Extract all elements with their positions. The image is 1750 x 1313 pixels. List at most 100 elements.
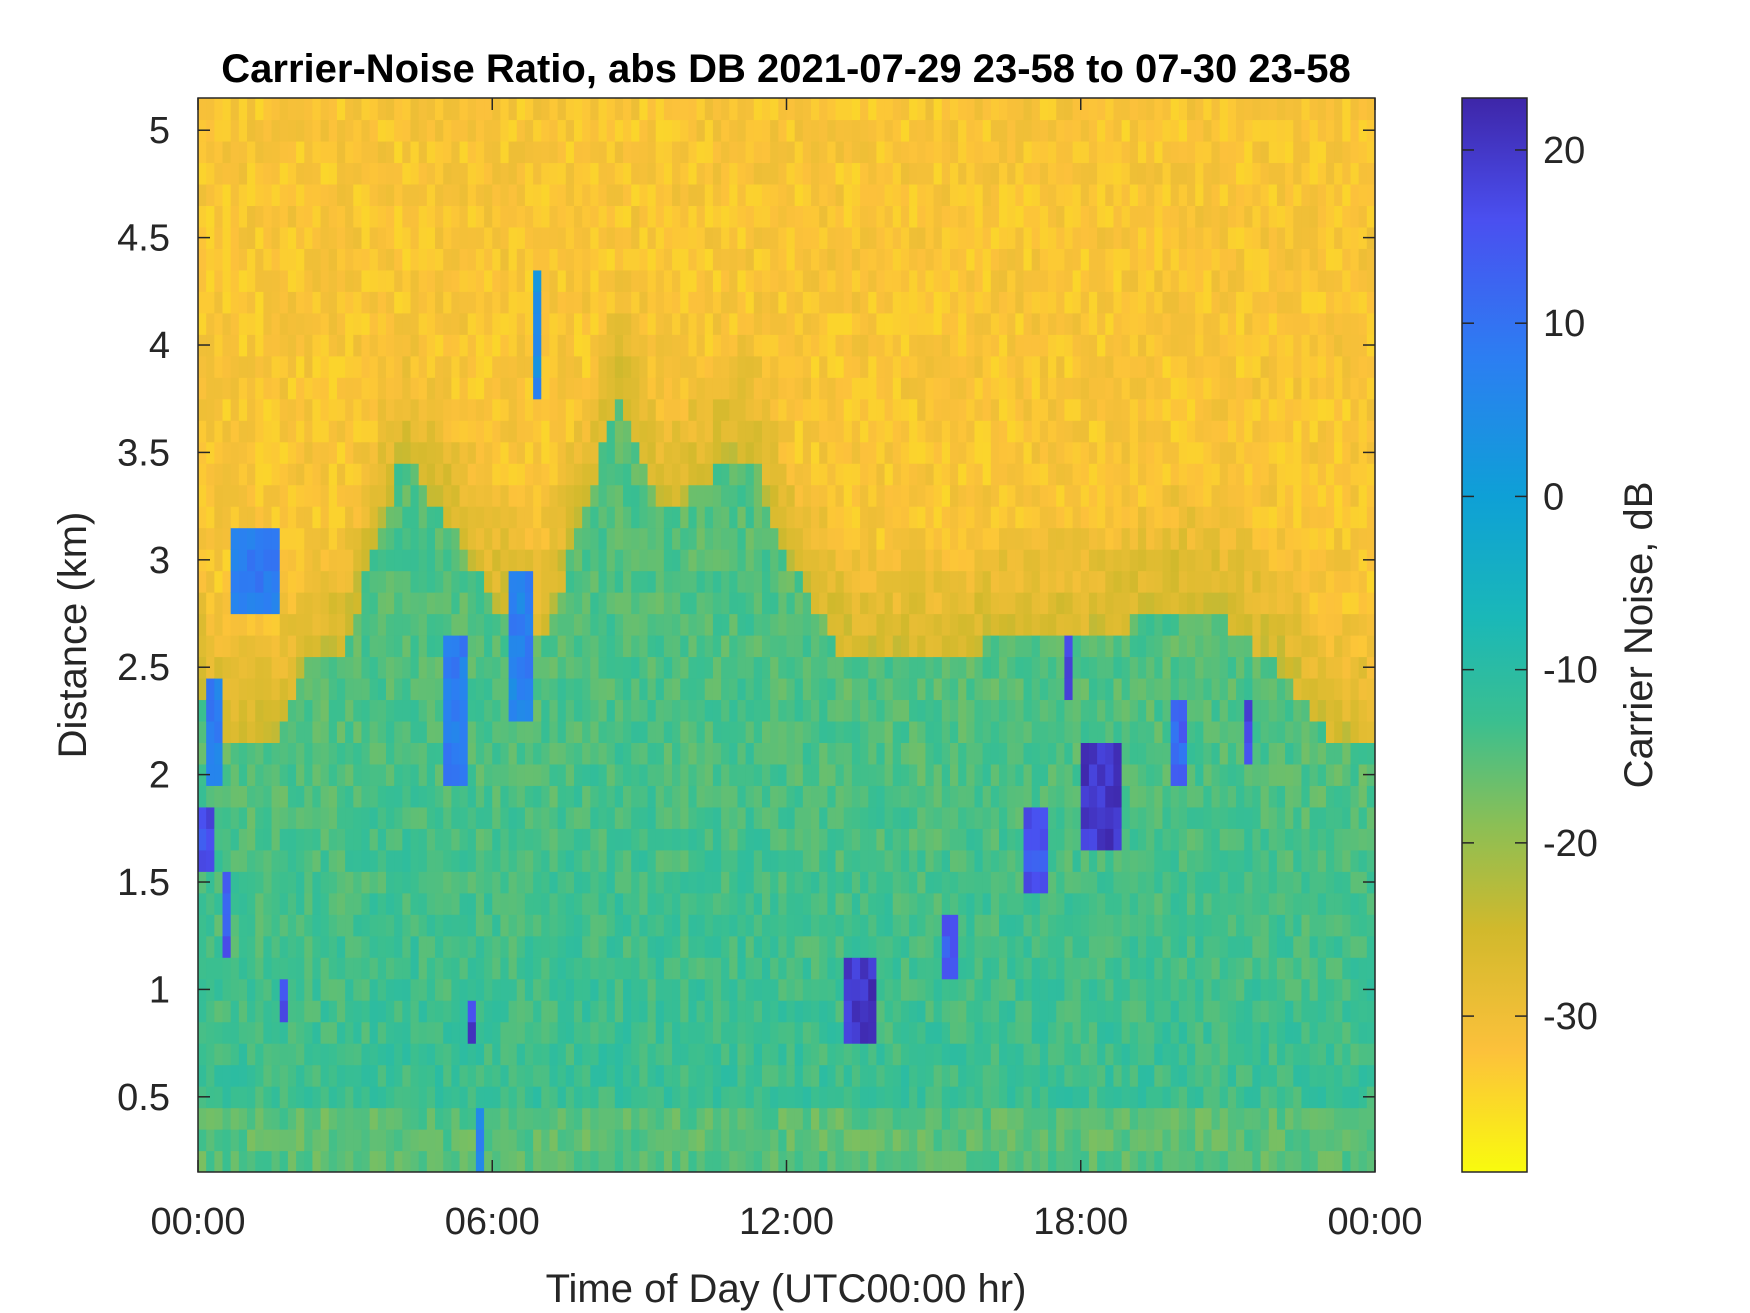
heatmap-cell bbox=[459, 441, 469, 464]
heatmap-cell bbox=[623, 441, 632, 464]
heatmap-cell bbox=[802, 1043, 812, 1066]
heatmap-cell bbox=[336, 720, 346, 743]
heatmap-cell bbox=[271, 248, 281, 271]
heatmap-cell bbox=[917, 828, 927, 851]
heatmap-cell bbox=[336, 140, 346, 164]
heatmap-cell bbox=[900, 570, 910, 593]
heatmap-cell bbox=[590, 162, 600, 185]
heatmap-cell bbox=[467, 806, 477, 829]
heatmap-cell bbox=[500, 441, 510, 464]
heatmap-cell bbox=[206, 441, 215, 464]
heatmap-cell bbox=[336, 935, 346, 958]
heatmap-cell bbox=[557, 312, 567, 335]
heatmap-cell bbox=[974, 742, 984, 765]
heatmap-cell bbox=[255, 183, 264, 206]
heatmap-cell bbox=[484, 98, 493, 121]
heatmap-cell bbox=[909, 334, 918, 357]
heatmap-cell bbox=[860, 484, 869, 507]
heatmap-cell bbox=[958, 957, 967, 980]
heatmap-cell bbox=[402, 570, 412, 593]
heatmap-cell bbox=[933, 1064, 943, 1087]
heatmap-cell bbox=[704, 291, 714, 314]
heatmap-cell bbox=[680, 763, 690, 786]
heatmap-cell bbox=[753, 1043, 763, 1066]
heatmap-cell bbox=[941, 463, 951, 486]
heatmap-cell bbox=[565, 871, 575, 894]
heatmap-cell bbox=[819, 613, 828, 636]
heatmap-cell bbox=[361, 1021, 371, 1044]
heatmap-cell bbox=[516, 463, 526, 486]
heatmap-cell bbox=[819, 420, 828, 443]
heatmap-cell bbox=[892, 226, 902, 249]
heatmap-cell bbox=[704, 420, 714, 443]
heatmap-cell bbox=[312, 248, 322, 271]
heatmap-cell bbox=[443, 441, 452, 464]
heatmap-cell bbox=[778, 549, 788, 572]
heatmap-cell bbox=[410, 785, 420, 808]
heatmap-cell bbox=[459, 1086, 469, 1109]
heatmap-cell bbox=[1007, 226, 1016, 249]
heatmap-cell bbox=[811, 463, 820, 486]
heatmap-cell bbox=[582, 291, 591, 314]
heatmap-cell bbox=[418, 656, 428, 679]
heatmap-cell bbox=[761, 935, 771, 958]
heatmap-cell bbox=[328, 1086, 338, 1109]
heatmap-cell bbox=[868, 849, 878, 872]
heatmap-cell bbox=[271, 570, 281, 593]
heatmap-cell bbox=[745, 656, 755, 679]
heatmap-cell bbox=[639, 656, 649, 679]
heatmap-cell bbox=[663, 463, 673, 486]
heatmap-cell bbox=[631, 291, 640, 314]
heatmap-cell bbox=[516, 1000, 526, 1023]
heatmap-cell bbox=[222, 205, 232, 228]
heatmap-cell bbox=[598, 140, 608, 164]
heatmap-cell bbox=[206, 205, 215, 228]
heatmap-cell bbox=[623, 613, 632, 636]
heatmap-cell bbox=[753, 699, 763, 722]
heatmap-cell bbox=[410, 484, 420, 507]
heatmap-cell bbox=[884, 1107, 894, 1130]
heatmap-cell bbox=[336, 1129, 346, 1152]
heatmap-cell bbox=[533, 162, 542, 185]
heatmap-cell bbox=[541, 269, 551, 292]
heatmap-cell bbox=[418, 291, 428, 314]
heatmap-cell bbox=[917, 312, 927, 335]
heatmap-cell bbox=[394, 441, 403, 464]
heatmap-cell bbox=[582, 1021, 591, 1044]
heatmap-cell bbox=[410, 871, 420, 894]
heatmap-cell bbox=[811, 248, 820, 271]
heatmap-cell bbox=[949, 892, 959, 915]
heatmap-cell bbox=[966, 291, 976, 314]
heatmap-cell bbox=[851, 914, 861, 937]
heatmap-cell bbox=[811, 291, 820, 314]
heatmap-cell bbox=[198, 355, 207, 378]
heatmap-cell bbox=[345, 806, 354, 829]
heatmap-cell bbox=[255, 527, 264, 550]
heatmap-cell bbox=[524, 592, 534, 615]
heatmap-cell bbox=[958, 355, 967, 378]
heatmap-cell bbox=[933, 914, 943, 937]
heatmap-cell bbox=[279, 677, 289, 701]
heatmap-cell bbox=[451, 248, 461, 271]
heatmap-cell bbox=[402, 1021, 412, 1044]
heatmap-cell bbox=[533, 441, 542, 464]
heatmap-cell bbox=[827, 312, 837, 335]
heatmap-cell bbox=[598, 269, 608, 292]
heatmap-cell bbox=[385, 98, 395, 121]
heatmap-cell bbox=[328, 291, 338, 314]
heatmap-cell bbox=[271, 1129, 281, 1152]
heatmap-cell bbox=[524, 98, 534, 121]
heatmap-cell bbox=[663, 957, 673, 980]
heatmap-cell bbox=[565, 205, 575, 228]
heatmap-cell bbox=[320, 699, 330, 722]
heatmap-cell bbox=[320, 441, 330, 464]
heatmap-cell bbox=[263, 720, 273, 743]
heatmap-cell bbox=[999, 785, 1008, 808]
heatmap-cell bbox=[819, 978, 828, 1001]
heatmap-cell bbox=[296, 140, 305, 164]
heatmap-cell bbox=[549, 291, 559, 314]
heatmap-cell bbox=[860, 1000, 869, 1023]
heatmap-cell bbox=[606, 935, 616, 958]
heatmap-cell bbox=[835, 742, 845, 765]
heatmap-cell bbox=[958, 1086, 967, 1109]
